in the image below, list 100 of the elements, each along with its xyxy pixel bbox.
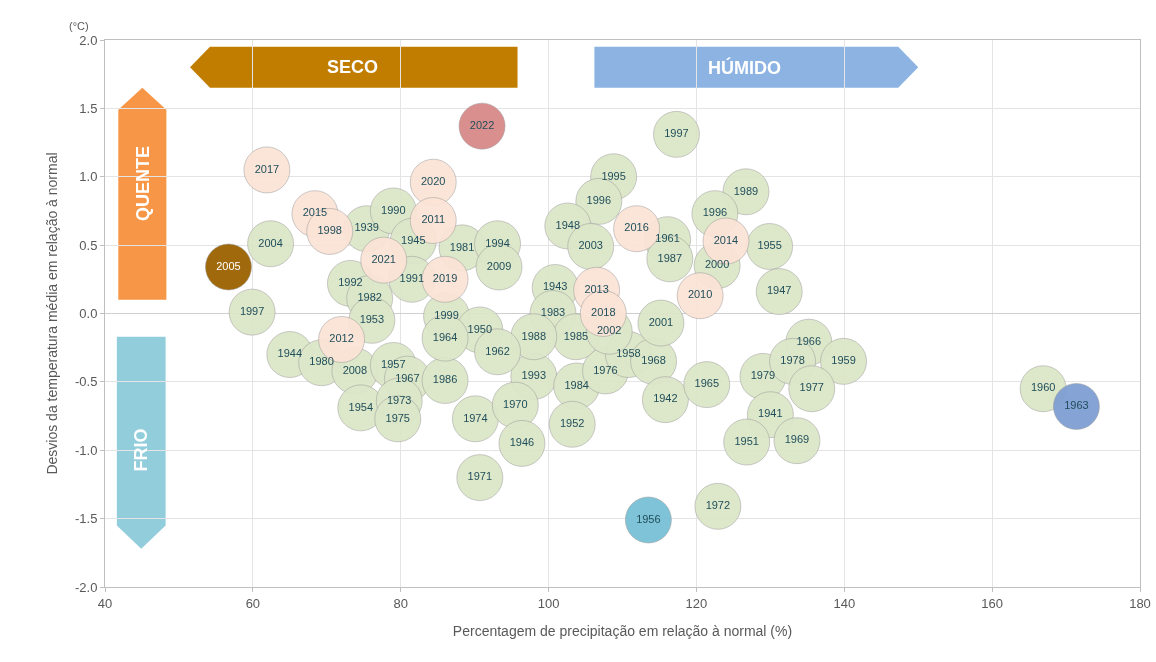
series-label: 1990 [381,203,406,216]
series-label: 1941 [758,407,783,420]
series-label: 2000 [704,258,730,271]
series-label: 1960 [1030,381,1056,394]
annotation: QUENTE [132,145,153,221]
point [548,400,596,448]
point [243,146,291,194]
point [652,110,700,158]
series-label: 1961 [655,232,680,245]
y-tick-label: 1.5 [79,100,98,116]
annotation: HÚMIDO [708,57,781,78]
series-label: 2009 [486,259,512,272]
series-label: 2004 [258,236,283,249]
x-tick-label: 180 [1129,595,1151,611]
point [641,376,689,424]
series-label: 2022 [469,118,495,131]
series-label: 1959 [831,354,856,367]
series-label: 1998 [317,224,342,237]
point [458,102,506,150]
series-label: 1969 [784,433,810,446]
point [228,288,276,336]
series-label: 1993 [521,369,547,382]
y-tick-label: -1.5 [74,511,98,527]
series-label: 1972 [705,499,731,512]
x-tick-label: 60 [245,595,261,611]
series-label: 1992 [338,276,363,289]
series-label: 1963 [1064,399,1089,412]
series-label: 1995 [601,169,626,182]
series-label: 1991 [399,272,425,285]
series-label: 2001 [648,315,674,328]
series-label: 1977 [799,381,824,394]
series-label: 2011 [421,213,446,226]
y-tick-label: 0.0 [79,306,98,322]
series-label: 1956 [636,512,661,525]
series-label: 1997 [664,127,689,140]
series-label: 1982 [357,291,382,304]
series-label: 1945 [401,233,426,246]
series-label: 1958 [616,347,641,360]
point [773,417,821,465]
y-tick-label: -2.0 [74,579,98,595]
series-label: 1985 [563,329,589,342]
point [204,243,252,291]
series-label: 1942 [653,392,678,405]
series-label: 1948 [555,218,581,231]
point [683,361,731,409]
series-label: 1986 [432,373,458,386]
series-label: 1989 [733,184,759,197]
point [247,220,295,268]
series-label: 1944 [277,347,303,360]
series-label: 2013 [584,283,609,295]
point [746,222,794,270]
series-label: 1999 [434,308,459,321]
series-label: 2002 [596,324,622,337]
series-label: 1983 [540,306,566,319]
series-label: 1973 [387,393,412,406]
series-label: 1978 [780,354,805,367]
x-tick-label: 100 [537,595,560,611]
series-label: 1971 [467,470,493,483]
series-label: 2015 [302,206,328,219]
series-label: 2003 [578,239,603,252]
series-label: 1996 [586,194,612,207]
series-label: 1968 [641,354,666,367]
point [694,482,742,530]
series-label: 2014 [713,233,739,246]
x-tick-label: 120 [685,595,708,611]
point [451,395,499,443]
series-label: 2018 [591,306,616,319]
series-label: 1966 [796,334,822,347]
series-label: 1970 [503,397,528,410]
series-label: 1988 [521,329,547,342]
series-label: 1996 [702,206,728,219]
annotation: SECO [327,57,379,77]
y-axis-title: Desvios da temperatura média em relação à normal [43,152,60,475]
point [456,454,504,502]
point [788,365,836,413]
series-label: 1965 [694,377,720,390]
series-label: 1987 [657,251,683,264]
series-label: 1946 [509,436,535,449]
y-tick-label: -1.0 [74,442,98,458]
series-label: 1994 [485,236,510,249]
series-label: 1947 [766,284,792,297]
series-label: 1962 [485,344,510,357]
series-label: 1980 [309,355,334,368]
series-label: 2020 [421,174,446,187]
point [637,299,685,347]
series-label: 1953 [359,313,385,326]
series-label: 1957 [381,358,406,371]
y-tick-label: 2.0 [79,32,98,48]
series-label: 1976 [593,363,618,376]
point [676,272,724,320]
series-label: 1943 [542,280,568,293]
series-label: 2008 [342,363,368,376]
point [624,496,672,544]
point [820,337,868,385]
point [755,268,803,316]
series-label: 1975 [385,411,410,424]
x-tick-label: 40 [97,595,113,611]
series-label: 1997 [239,304,265,317]
series-label: 1951 [734,434,759,447]
x-tick-label: 80 [393,595,408,611]
